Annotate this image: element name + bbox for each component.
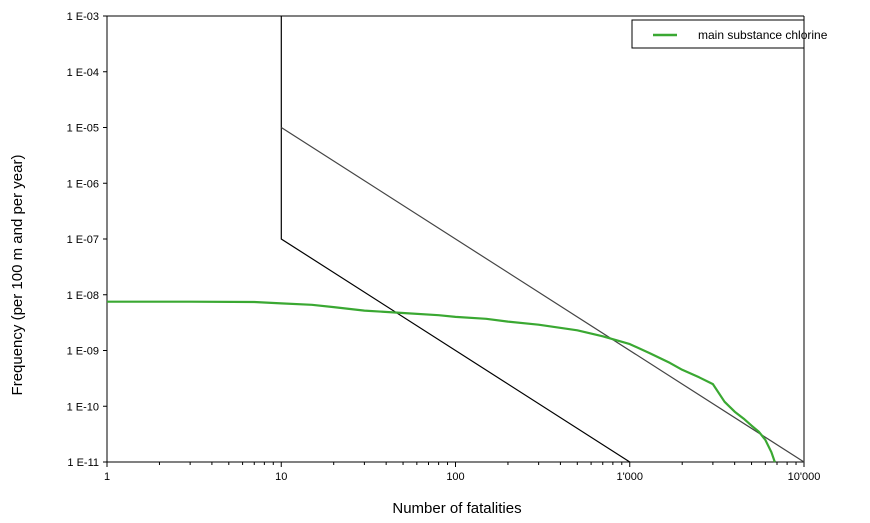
y-tick-label: 1 E-05 <box>67 123 99 135</box>
legend-label-chlorine: main substance chlorine <box>698 28 828 42</box>
y-tick-label: 1 E-03 <box>67 11 99 23</box>
y-tick-label: 1 E-08 <box>67 290 99 302</box>
x-axis-ticks: 1 10 100 1'000 10'000 <box>104 462 820 483</box>
y-axis-title: Frequency (per 100 m and per year) <box>9 155 26 396</box>
y-tick-label: 1 E-04 <box>67 67 99 79</box>
x-tick-label: 10 <box>275 471 287 483</box>
x-tick-label: 1 <box>104 471 110 483</box>
x-tick-label: 1'000 <box>616 471 643 483</box>
criteria-lines <box>280 16 805 463</box>
y-tick-label: 1 E-07 <box>67 234 99 246</box>
series-lines <box>107 300 776 463</box>
y-tick-label: 1 E-10 <box>67 401 99 413</box>
series-line-chlorine <box>107 300 776 463</box>
criteria-line-2 <box>280 126 805 463</box>
x-tick-label: 100 <box>446 471 464 483</box>
y-tick-label: 1 E-11 <box>67 457 99 469</box>
y-axis-ticks: 1 E-03 1 E-04 1 E-05 1 E-06 1 E-07 1 E-08 1 E-… <box>67 11 107 469</box>
criteria-line-1 <box>280 16 631 463</box>
x-tick-label: 10'000 <box>788 471 821 483</box>
legend: main substance chlorine <box>631 19 828 49</box>
y-tick-label: 1 E-06 <box>67 178 99 190</box>
x-axis-title: Number of fatalities <box>392 500 521 517</box>
y-tick-label: 1 E-09 <box>67 346 99 358</box>
